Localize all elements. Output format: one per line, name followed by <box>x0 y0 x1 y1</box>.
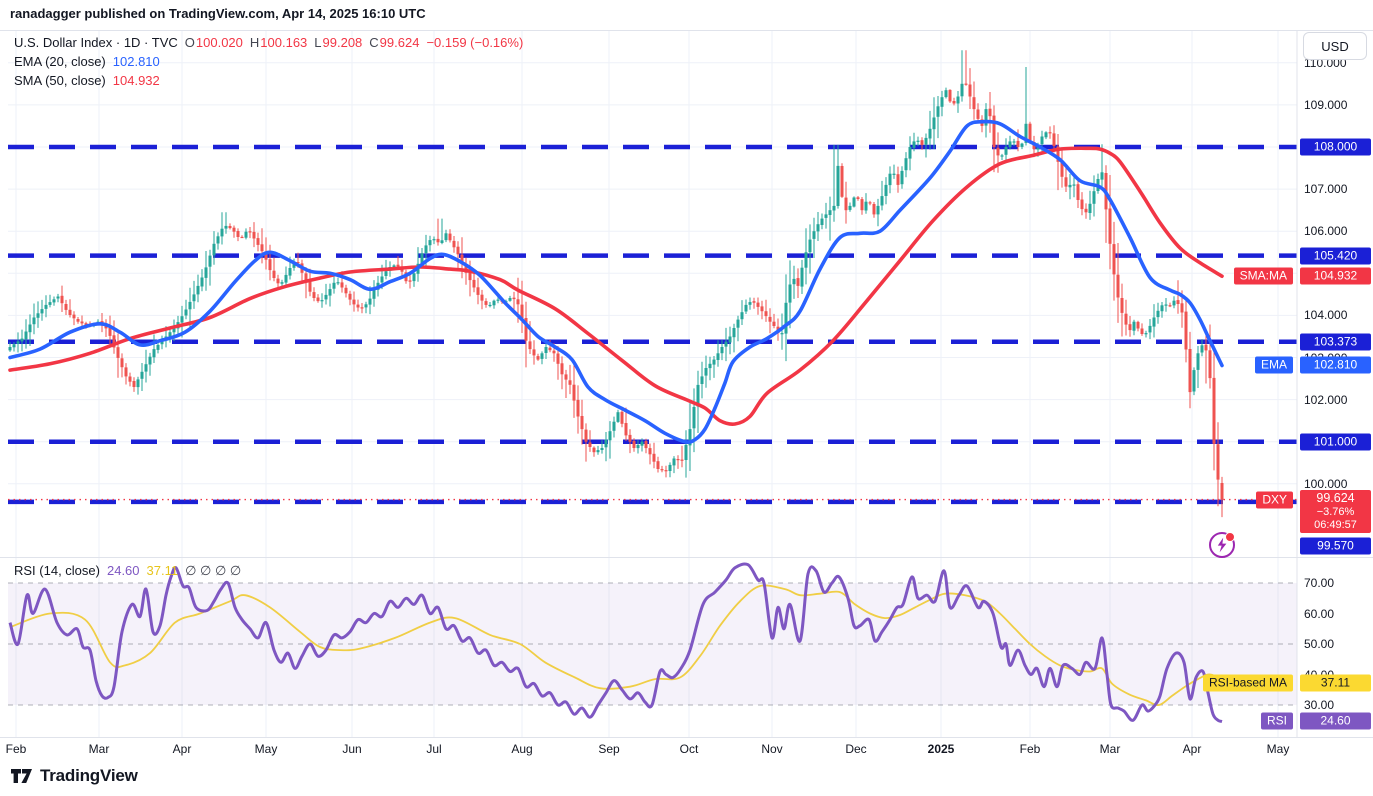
rsi-chip: RSI <box>1260 712 1293 730</box>
ema-label[interactable]: EMA (20, close) <box>14 54 106 69</box>
dxy-last-price: 99.624 <box>1316 490 1355 505</box>
level-badge-101.000: 101.000 <box>1300 433 1371 451</box>
rsi-legend-row: RSI (14, close) 24.60 37.11 ∅ ∅ ∅ ∅ <box>14 561 241 580</box>
level-badge-103.373: 103.373 <box>1300 333 1371 351</box>
level-badge-105.420: 105.420 <box>1300 247 1371 265</box>
time-tick-Mar: Mar <box>1099 742 1121 756</box>
rsi-tick-30.00: 30.00 <box>1304 698 1335 712</box>
time-tick-Feb: Feb <box>1019 742 1041 756</box>
sma-label[interactable]: SMA (50, close) <box>14 73 106 88</box>
open-value: O 100.020 <box>184 35 243 50</box>
ema-chip: EMA <box>1254 356 1293 374</box>
dxy-countdown: 06:49:57 <box>1314 518 1357 531</box>
level-badge-108.000: 108.000 <box>1300 138 1371 156</box>
time-tick-Feb: Feb <box>5 742 27 756</box>
ema-legend-row: EMA (20, close) 102.810 <box>14 52 523 71</box>
symbol-title[interactable]: U.S. Dollar Index · 1D · TVC <box>14 35 178 50</box>
rsi-line <box>8 562 1223 723</box>
rsi-value-badge: 24.60 <box>1300 712 1371 730</box>
time-tick-Apr: Apr <box>172 742 192 756</box>
price-tick-109.000: 109.000 <box>1304 97 1348 112</box>
time-tick-Aug: Aug <box>511 742 533 756</box>
time-tick-Dec: Dec <box>845 742 867 756</box>
change-value: −0.159 (−0.16%) <box>426 35 524 50</box>
high-value: H 100.163 <box>249 35 308 50</box>
price-tick-106.000: 106.000 <box>1304 224 1348 239</box>
dxy-change-percent: −3.76% <box>1316 505 1355 518</box>
streaming-status-icon[interactable] <box>1209 532 1235 558</box>
time-tick-2025: 2025 <box>927 742 955 756</box>
sma-value: 104.932 <box>112 73 160 88</box>
rsi-empty-slots: ∅ ∅ ∅ ∅ <box>185 563 242 578</box>
tradingview-logo-icon[interactable] <box>10 768 33 785</box>
support-resistance-levels <box>8 144 1297 505</box>
rsi-ma-value: 37.11 <box>146 563 179 578</box>
rsi-tick-50.00: 50.00 <box>1304 637 1335 651</box>
dxy-price-badge: 99.624 −3.76% 06:49:57 <box>1300 489 1371 533</box>
price-tick-107.000: 107.000 <box>1304 182 1348 197</box>
time-tick-Sep: Sep <box>598 742 620 756</box>
time-tick-Jun: Jun <box>342 742 362 756</box>
price-tick-104.000: 104.000 <box>1304 308 1348 323</box>
time-tick-Jul: Jul <box>426 742 442 756</box>
ema20-line <box>8 119 1224 444</box>
time-tick-Apr: Apr <box>1182 742 1202 756</box>
candles-layer <box>8 50 1224 518</box>
dxy-chip: DXY <box>1256 491 1293 509</box>
sma50-line <box>8 146 1224 426</box>
tradingview-logo-text[interactable]: TradingView <box>40 766 138 785</box>
rsi-value: 24.60 <box>106 563 140 578</box>
footer: TradingView <box>10 766 138 786</box>
rsi-ma-line <box>9 584 1223 707</box>
lightning-icon <box>1217 537 1227 553</box>
level-badge-99.570: 99.570 <box>1300 537 1371 555</box>
price-tick-102.000: 102.000 <box>1304 392 1348 407</box>
attribution-text: ranadagger published on TradingView.com,… <box>10 6 426 21</box>
live-dot <box>1225 532 1235 542</box>
rsi-tick-60.00: 60.00 <box>1304 606 1335 621</box>
sma-value-badge: 104.932 <box>1300 267 1371 285</box>
time-tick-May: May <box>1266 742 1290 756</box>
rsi-tick-70.00: 70.00 <box>1304 576 1335 590</box>
close-value: C 99.624 <box>369 35 420 50</box>
sma-legend-row: SMA (50, close) 104.932 <box>14 71 523 90</box>
rsi-label[interactable]: RSI (14, close) <box>14 563 100 578</box>
ema-value-badge: 102.810 <box>1300 356 1371 374</box>
sma-chip: SMA:MA <box>1233 267 1293 285</box>
price-tick-100.000: 100.000 <box>1304 476 1348 491</box>
time-tick-Mar: Mar <box>88 742 110 756</box>
time-tick-Oct: Oct <box>679 742 699 756</box>
ema-value: 102.810 <box>112 54 160 69</box>
time-tick-May: May <box>254 742 278 756</box>
time-tick-Nov: Nov <box>761 742 783 756</box>
low-value: L 99.208 <box>314 35 363 50</box>
rsi-ma-chip: RSI-based MA <box>1202 674 1293 692</box>
currency-selector[interactable]: USD <box>1303 32 1367 60</box>
pane-borders <box>0 30 1373 738</box>
rsi-legend: RSI (14, close) 24.60 37.11 ∅ ∅ ∅ ∅ <box>14 561 241 580</box>
rsi-ma-value-badge: 37.11 <box>1300 674 1371 692</box>
